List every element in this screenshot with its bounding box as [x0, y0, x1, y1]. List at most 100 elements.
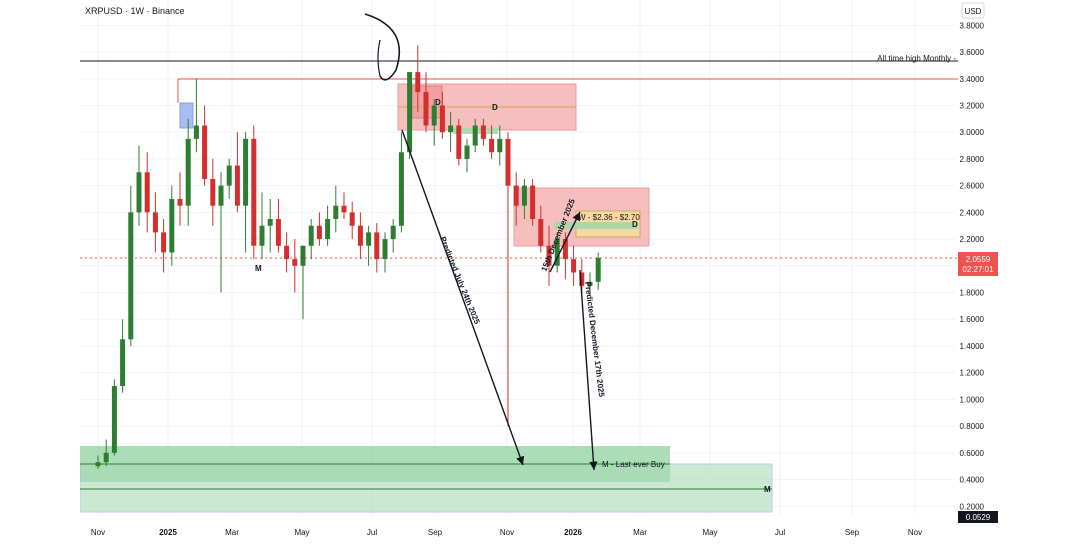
- candle-body: [374, 232, 380, 260]
- arrow-december-17: [579, 269, 598, 471]
- candle-body: [300, 245, 306, 266]
- arrow-july: [401, 129, 525, 466]
- price-tick-label: 3.8000: [960, 21, 985, 30]
- current-price: 2.0559: [966, 255, 991, 264]
- time-tick-label: Jul: [775, 528, 785, 537]
- candle-body: [431, 105, 437, 126]
- candle-body: [259, 225, 265, 246]
- candle-body: [349, 212, 355, 226]
- candle-body: [571, 259, 577, 273]
- candle-body: [103, 452, 109, 463]
- candle-body: [390, 225, 396, 240]
- price-tick-label: 1.0000: [960, 395, 985, 404]
- current-price-tag: [958, 252, 998, 276]
- candle-body: [284, 245, 290, 260]
- low-price: 0.0529: [966, 513, 991, 522]
- candle-body: [120, 339, 126, 387]
- candle-body: [161, 232, 167, 253]
- candle-body: [448, 125, 454, 133]
- countdown: 02:27:01: [962, 265, 994, 274]
- candles: [95, 45, 601, 469]
- candle-body: [218, 185, 224, 206]
- candle-body: [423, 92, 429, 126]
- price-tick-label: 1.8000: [960, 289, 985, 298]
- candle-body: [513, 185, 519, 206]
- ath-inner-stroke: [377, 39, 381, 77]
- candle-body: [308, 225, 314, 246]
- lower-zone: [79, 463, 773, 513]
- time-tick-label: 2025: [159, 528, 177, 537]
- candlestick-chart[interactable]: All time high Monthly - D D W - $2.36 - $2.…: [79, 0, 1000, 543]
- time-tick-label: Jul: [367, 528, 377, 537]
- symbol-title: XRPUSD · 1W · Binance: [85, 6, 185, 16]
- candle-body: [357, 225, 363, 246]
- candle-body: [562, 239, 568, 260]
- price-tick-label: 3.4000: [960, 75, 985, 84]
- candle-body: [497, 138, 503, 153]
- candle-body: [464, 145, 470, 159]
- candle-body: [136, 172, 142, 213]
- candle-body: [267, 219, 273, 226]
- candle-body: [193, 125, 199, 139]
- currency-button[interactable]: [961, 2, 985, 19]
- candle-body: [144, 172, 150, 213]
- candle-body: [554, 239, 560, 266]
- chart-area[interactable]: All time high Monthly - D D W - $2.36 - $2.…: [79, 0, 1000, 543]
- w-green-band: [554, 222, 638, 229]
- price-tick-label: 3.2000: [960, 101, 985, 110]
- price-tick-label: 2.2000: [960, 235, 985, 244]
- price-tick-label: 0.2000: [960, 502, 985, 511]
- candle-body: [275, 219, 281, 246]
- time-tick-label: May: [294, 528, 309, 537]
- arrow-december-15: [549, 211, 581, 273]
- candle-body: [480, 125, 486, 139]
- candle-body: [210, 178, 216, 206]
- candle-body: [316, 225, 322, 240]
- upper-d-label: D: [492, 103, 498, 112]
- time-axis[interactable]: Nov 2025 Mar May Jul Sep Nov 2026 Mar May Jul Sep No…: [91, 528, 922, 537]
- candle-body: [407, 72, 413, 153]
- w-zone-label: W - $2.36 - $2.70: [578, 213, 640, 222]
- upper-d-inner-label: D: [435, 98, 441, 107]
- candle-body: [366, 232, 372, 246]
- candle-body: [579, 272, 585, 286]
- candle-body: [333, 205, 339, 220]
- low-price-tag: [958, 511, 998, 523]
- candle-body: [185, 138, 191, 206]
- left-blue-zone: [179, 102, 194, 129]
- time-tick-label: Mar: [225, 528, 239, 537]
- candle-body: [251, 138, 257, 246]
- price-axis[interactable]: 3.8000 3.6000 3.4000 3.2000 3.0000 2.8000 2.60…: [960, 21, 985, 511]
- candle-body: [325, 219, 331, 240]
- candle-body: [243, 138, 249, 206]
- price-tick-label: 2.6000: [960, 182, 985, 191]
- time-tick-label: Sep: [428, 528, 443, 537]
- candle-body: [111, 386, 117, 453]
- price-tick-label: 3.6000: [960, 48, 985, 57]
- candle-body: [202, 125, 208, 179]
- candle-body: [398, 152, 404, 226]
- ath-circle-stroke: [364, 13, 401, 81]
- price-tick-label: 1.4000: [960, 342, 985, 351]
- candle-body: [169, 199, 175, 253]
- candle-body: [128, 212, 134, 340]
- price-tick-label: 2.8000: [960, 155, 985, 164]
- candle-body: [177, 199, 183, 206]
- ath-label: All time high Monthly -: [877, 54, 956, 63]
- candle-body: [456, 125, 462, 159]
- price-tick-label: 0.8000: [960, 422, 985, 431]
- candle-body: [546, 245, 552, 266]
- time-tick-label: Mar: [633, 528, 647, 537]
- candle-body: [95, 462, 101, 467]
- candle-body: [341, 205, 347, 213]
- candle-body: [505, 138, 511, 186]
- candle-body: [292, 259, 298, 266]
- price-tick-label: 0.6000: [960, 449, 985, 458]
- candle-body: [595, 257, 601, 282]
- time-tick-label: 2026: [564, 528, 582, 537]
- candle-body: [439, 105, 445, 133]
- prediction-arrows: [364, 13, 598, 471]
- candle-body: [382, 239, 388, 260]
- time-tick-label: May: [702, 528, 717, 537]
- candle-body: [472, 125, 478, 146]
